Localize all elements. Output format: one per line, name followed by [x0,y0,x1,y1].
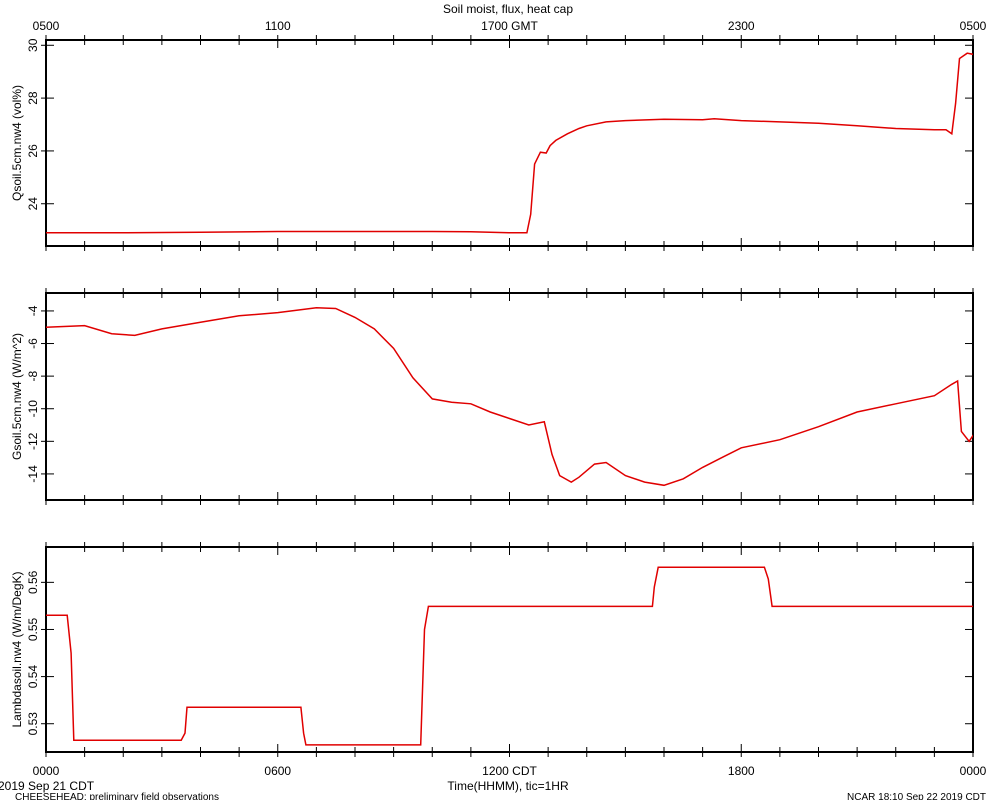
bottom-tick-label: 1200 CDT [482,764,537,778]
y-axis-label: Gsoil.5cm.nw4 (W/m^2) [10,333,24,460]
top-tick-label: 1700 GMT [481,19,538,33]
panel-frame [45,546,974,753]
panel-frame [45,292,974,501]
series-line [46,306,973,487]
top-tick-label: 1100 [265,19,291,33]
y-tick-label: 24 [26,197,40,211]
bottom-tick-label: 0000 [33,764,60,778]
top-tick-label: 2300 [728,19,755,33]
y-tick-label: 28 [26,91,40,105]
bottom-tick-label: 0000 [960,764,987,778]
y-tick-label: -6 [26,338,40,349]
footer-left: CHEESEHEAD: preliminary field observatio… [15,792,219,800]
y-axis-label: Qsoil.5cm.nw4 (vol%) [10,85,24,201]
panel-1: 24 26 28 30 Qsoil.5cm.nw4 (vol%) [10,35,974,251]
panel-frame [45,39,974,247]
bottom-time-axis: 0000 0600 1200 CDT 1800 0000 [33,764,987,778]
top-time-axis: 0500 1100 1700 GMT 2300 0500 [33,19,987,33]
y-tick-label: -10 [26,400,40,418]
start-date-label: 2019 Sep 21 CDT [0,779,95,793]
bottom-tick-label: 0600 [264,764,291,778]
y-tick-label: 0.53 [26,712,40,736]
y-tick-label: 0.55 [26,617,40,641]
panels: 24 26 28 30 Qsoil.5cm.nw4 (vol%) -4 -6 -8 -10 -12… [10,35,974,757]
top-tick-label: 0500 [33,19,60,33]
chart-title: Soil moist, flux, heat cap [443,2,573,16]
bottom-tick-label: 1800 [728,764,755,778]
y-tick-label: -4 [26,305,40,316]
series-line [46,566,973,746]
top-tick-label: 0500 [960,19,987,33]
x-axis-label: Time(HHMM), tic=1HR [447,779,569,793]
y-axis-label: Lambdasoil.nw4 (W/m/DegK) [10,571,24,727]
y-tick-label: 0.54 [26,665,40,689]
y-tick-label: -8 [26,370,40,381]
footer-right: NCAR 18:10 Sep 22 2019 CDT [847,792,986,800]
y-tick-label: 30 [26,38,40,52]
y-tick-label: 26 [26,144,40,158]
series-line [46,52,973,234]
y-tick-label: 0.56 [26,570,40,594]
y-tick-label: -12 [26,432,40,450]
y-tick-label: -14 [26,465,40,483]
